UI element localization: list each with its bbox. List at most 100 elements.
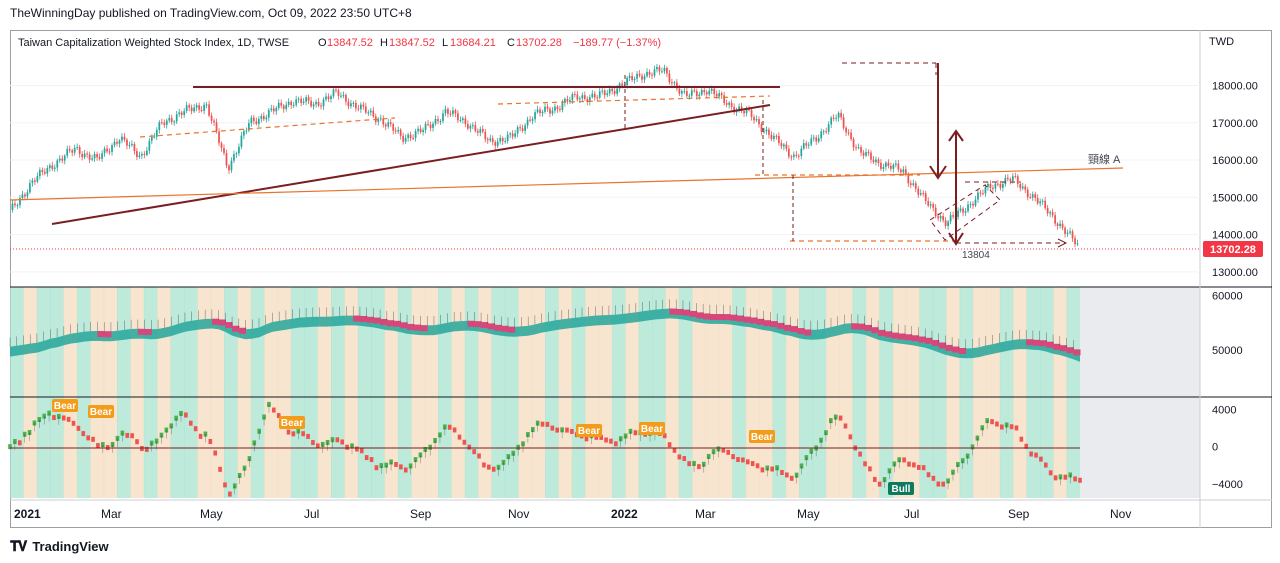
osc-point bbox=[697, 464, 701, 470]
ribbon-bear-segment bbox=[958, 347, 967, 354]
regime-band bbox=[946, 287, 961, 498]
candle-body bbox=[282, 105, 285, 110]
regime-band bbox=[986, 287, 1001, 498]
candle-body bbox=[1051, 212, 1054, 216]
candle-body bbox=[551, 110, 554, 114]
osc-point bbox=[936, 481, 941, 487]
candle-body bbox=[942, 216, 945, 221]
candle-body bbox=[795, 154, 798, 156]
candle-body bbox=[822, 131, 825, 133]
candle-body bbox=[479, 129, 482, 133]
osc-point bbox=[1053, 475, 1058, 481]
candle-body bbox=[439, 121, 442, 123]
regime-band bbox=[143, 287, 158, 498]
candle-body bbox=[962, 208, 964, 213]
osc-point bbox=[1034, 452, 1038, 458]
candle-body bbox=[260, 116, 263, 119]
osc-point bbox=[594, 434, 599, 440]
chart-frame[interactable] bbox=[10, 30, 1272, 528]
regime-band bbox=[545, 287, 559, 498]
x-tick-label: Nov bbox=[508, 507, 529, 521]
regime-band bbox=[879, 287, 894, 498]
candle-body bbox=[34, 180, 36, 182]
candle-body bbox=[787, 148, 790, 157]
candle-body bbox=[58, 158, 61, 161]
ribbon-bear-segment bbox=[871, 327, 879, 334]
candle-body bbox=[195, 105, 198, 108]
candle-body bbox=[661, 71, 663, 73]
candle-body bbox=[91, 158, 93, 160]
ribbon-bear-segment bbox=[723, 314, 731, 321]
candle-body bbox=[364, 106, 367, 113]
candle-body bbox=[29, 183, 31, 193]
candle-body bbox=[1044, 200, 1047, 209]
candle-body bbox=[275, 107, 278, 112]
high-label: H bbox=[380, 37, 388, 49]
osc-point bbox=[614, 441, 618, 447]
candle-body bbox=[267, 110, 270, 118]
currency-label: TWD bbox=[1209, 36, 1234, 48]
candle-body bbox=[379, 118, 382, 120]
candle-body bbox=[957, 210, 959, 217]
candle-body bbox=[352, 102, 355, 104]
candle-body bbox=[775, 135, 778, 137]
osc-point bbox=[604, 437, 608, 443]
candle-body bbox=[593, 93, 596, 98]
osc-point bbox=[599, 434, 603, 440]
candle-body bbox=[56, 160, 59, 168]
regime-band bbox=[1039, 287, 1054, 498]
osc-point bbox=[340, 439, 345, 445]
candle-body bbox=[924, 193, 927, 201]
candle-body bbox=[108, 151, 111, 153]
candle-body bbox=[414, 131, 417, 139]
ribbon-bear-segment bbox=[366, 316, 374, 323]
candle-body bbox=[790, 156, 793, 158]
osc-point bbox=[193, 426, 198, 432]
osc-point bbox=[731, 454, 735, 460]
candle-body bbox=[1066, 232, 1069, 234]
candle-body bbox=[922, 193, 925, 195]
future-zone bbox=[1080, 287, 1200, 498]
candle-body bbox=[997, 183, 999, 185]
candle-body bbox=[636, 73, 638, 79]
ribbon-bear-segment bbox=[938, 342, 946, 349]
candle-body bbox=[153, 136, 156, 138]
candle-body bbox=[506, 134, 509, 142]
candle-body bbox=[680, 91, 683, 94]
regime-band bbox=[625, 287, 640, 498]
brand-name: TradingView bbox=[32, 539, 109, 554]
ribbon-bear-segment bbox=[676, 308, 684, 315]
osc-point bbox=[789, 475, 794, 481]
candle-body bbox=[785, 144, 788, 149]
candle-body bbox=[499, 138, 502, 142]
signal-tag-bg bbox=[888, 482, 914, 495]
candle-body bbox=[753, 117, 755, 121]
osc-point bbox=[301, 431, 305, 437]
candle-body bbox=[705, 92, 708, 95]
candle-body bbox=[190, 107, 193, 112]
candle-body bbox=[656, 66, 658, 70]
osc-point bbox=[447, 424, 452, 430]
candle-body bbox=[745, 109, 748, 114]
ribbon-bear-segment bbox=[218, 319, 226, 326]
regime-band bbox=[973, 287, 987, 498]
candle-body bbox=[984, 187, 987, 194]
candle-body bbox=[362, 104, 365, 107]
candle-body bbox=[974, 199, 977, 206]
candle-body bbox=[698, 94, 701, 97]
candle-body bbox=[651, 74, 653, 76]
candle-body bbox=[93, 154, 96, 159]
candle-body bbox=[449, 113, 452, 115]
candle-body bbox=[569, 100, 571, 102]
candle-body bbox=[845, 127, 847, 133]
candle-body bbox=[86, 153, 89, 155]
x-tick-label: Jul bbox=[304, 507, 319, 521]
candle-body bbox=[519, 127, 521, 129]
candle-body bbox=[633, 78, 636, 81]
osc-point bbox=[125, 432, 130, 438]
candle-body bbox=[290, 101, 293, 106]
candle-body bbox=[663, 67, 666, 72]
tradingview-footer[interactable]: 𝐓𝐕 TradingView bbox=[10, 538, 109, 555]
candle-body bbox=[1061, 223, 1064, 228]
